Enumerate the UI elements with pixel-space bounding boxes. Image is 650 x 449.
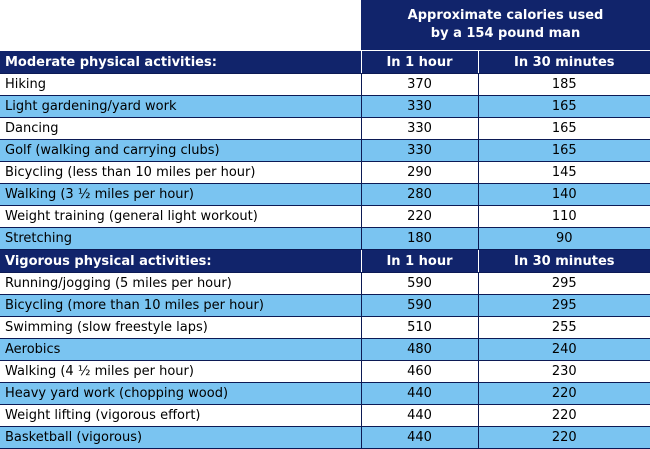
section-header-row: Vigorous physical activities: In 1 hour … (0, 249, 650, 273)
half-hour-cell: 220 (477, 404, 650, 427)
half-hour-cell: 240 (477, 338, 650, 361)
half-hour-cell: 165 (477, 139, 650, 162)
hour-cell: 330 (360, 139, 478, 162)
table-row: Light gardening/yard work 330 165 (0, 95, 650, 118)
half-hour-cell: 230 (477, 360, 650, 383)
table-row: Weight training (general light workout) … (0, 205, 650, 228)
half-hour-cell: 165 (477, 117, 650, 140)
table-row: Basketball (vigorous) 440 220 (0, 426, 650, 449)
activity-cell: Weight lifting (vigorous effort) (0, 404, 361, 427)
hour-cell: 480 (360, 338, 478, 361)
half-hour-cell: 110 (477, 205, 650, 228)
column-header-hour: In 1 hour (360, 249, 478, 273)
hour-cell: 280 (360, 183, 478, 206)
half-hour-cell: 185 (477, 73, 650, 96)
activity-cell: Light gardening/yard work (0, 95, 361, 118)
table-row: Walking (3 ½ miles per hour) 280 140 (0, 183, 650, 206)
half-hour-cell: 90 (477, 227, 650, 250)
table-caption: Approximate calories used by a 154 pound… (361, 0, 650, 50)
activity-cell: Running/jogging (5 miles per hour) (0, 272, 361, 295)
table-row: Walking (4 ½ miles per hour) 460 230 (0, 360, 650, 383)
hour-cell: 440 (360, 404, 478, 427)
table-row: Bicycling (more than 10 miles per hour) … (0, 294, 650, 317)
section-title: Moderate physical activities: (0, 51, 361, 74)
half-hour-cell: 220 (477, 426, 650, 449)
column-header-half: In 30 minutes (477, 51, 650, 74)
hour-cell: 440 (360, 426, 478, 449)
activity-cell: Bicycling (more than 10 miles per hour) (0, 294, 361, 317)
activity-cell: Weight training (general light workout) (0, 205, 361, 228)
hour-cell: 180 (360, 227, 478, 250)
table-row: Dancing 330 165 (0, 117, 650, 140)
table-row: Hiking 370 185 (0, 73, 650, 96)
activity-cell: Basketball (vigorous) (0, 426, 361, 449)
half-hour-cell: 165 (477, 95, 650, 118)
hour-cell: 330 (360, 117, 478, 140)
section-title: Vigorous physical activities: (0, 249, 361, 273)
table-row: Weight lifting (vigorous effort) 440 220 (0, 404, 650, 427)
section-header-row: Moderate physical activities: In 1 hour … (0, 51, 650, 74)
activity-cell: Hiking (0, 73, 361, 96)
hour-cell: 460 (360, 360, 478, 383)
activity-cell: Heavy yard work (chopping wood) (0, 382, 361, 405)
activity-cell: Dancing (0, 117, 361, 140)
hour-cell: 590 (360, 272, 478, 295)
hour-cell: 510 (360, 316, 478, 339)
half-hour-cell: 145 (477, 161, 650, 184)
half-hour-cell: 295 (477, 272, 650, 295)
table-row: Heavy yard work (chopping wood) 440 220 (0, 382, 650, 405)
half-hour-cell: 255 (477, 316, 650, 339)
half-hour-cell: 220 (477, 382, 650, 405)
activity-cell: Golf (walking and carrying clubs) (0, 139, 361, 162)
half-hour-cell: 140 (477, 183, 650, 206)
table-row: Stretching 180 90 (0, 227, 650, 250)
activity-cell: Walking (4 ½ miles per hour) (0, 360, 361, 383)
hour-cell: 440 (360, 382, 478, 405)
hour-cell: 220 (360, 205, 478, 228)
table-row: Golf (walking and carrying clubs) 330 16… (0, 139, 650, 162)
hour-cell: 330 (360, 95, 478, 118)
calorie-table: Moderate physical activities: In 1 hour … (0, 51, 650, 449)
half-hour-cell: 295 (477, 294, 650, 317)
activity-cell: Bicycling (less than 10 miles per hour) (0, 161, 361, 184)
activity-cell: Stretching (0, 227, 361, 250)
column-header-half: In 30 minutes (477, 249, 650, 273)
activity-cell: Swimming (slow freestyle laps) (0, 316, 361, 339)
column-header-hour: In 1 hour (360, 51, 478, 74)
activity-cell: Walking (3 ½ miles per hour) (0, 183, 361, 206)
hour-cell: 370 (360, 73, 478, 96)
hour-cell: 290 (360, 161, 478, 184)
table-row: Aerobics 480 240 (0, 338, 650, 361)
hour-cell: 590 (360, 294, 478, 317)
table-row: Running/jogging (5 miles per hour) 590 2… (0, 272, 650, 295)
activity-cell: Aerobics (0, 338, 361, 361)
table-row: Bicycling (less than 10 miles per hour) … (0, 161, 650, 184)
table-row: Swimming (slow freestyle laps) 510 255 (0, 316, 650, 339)
